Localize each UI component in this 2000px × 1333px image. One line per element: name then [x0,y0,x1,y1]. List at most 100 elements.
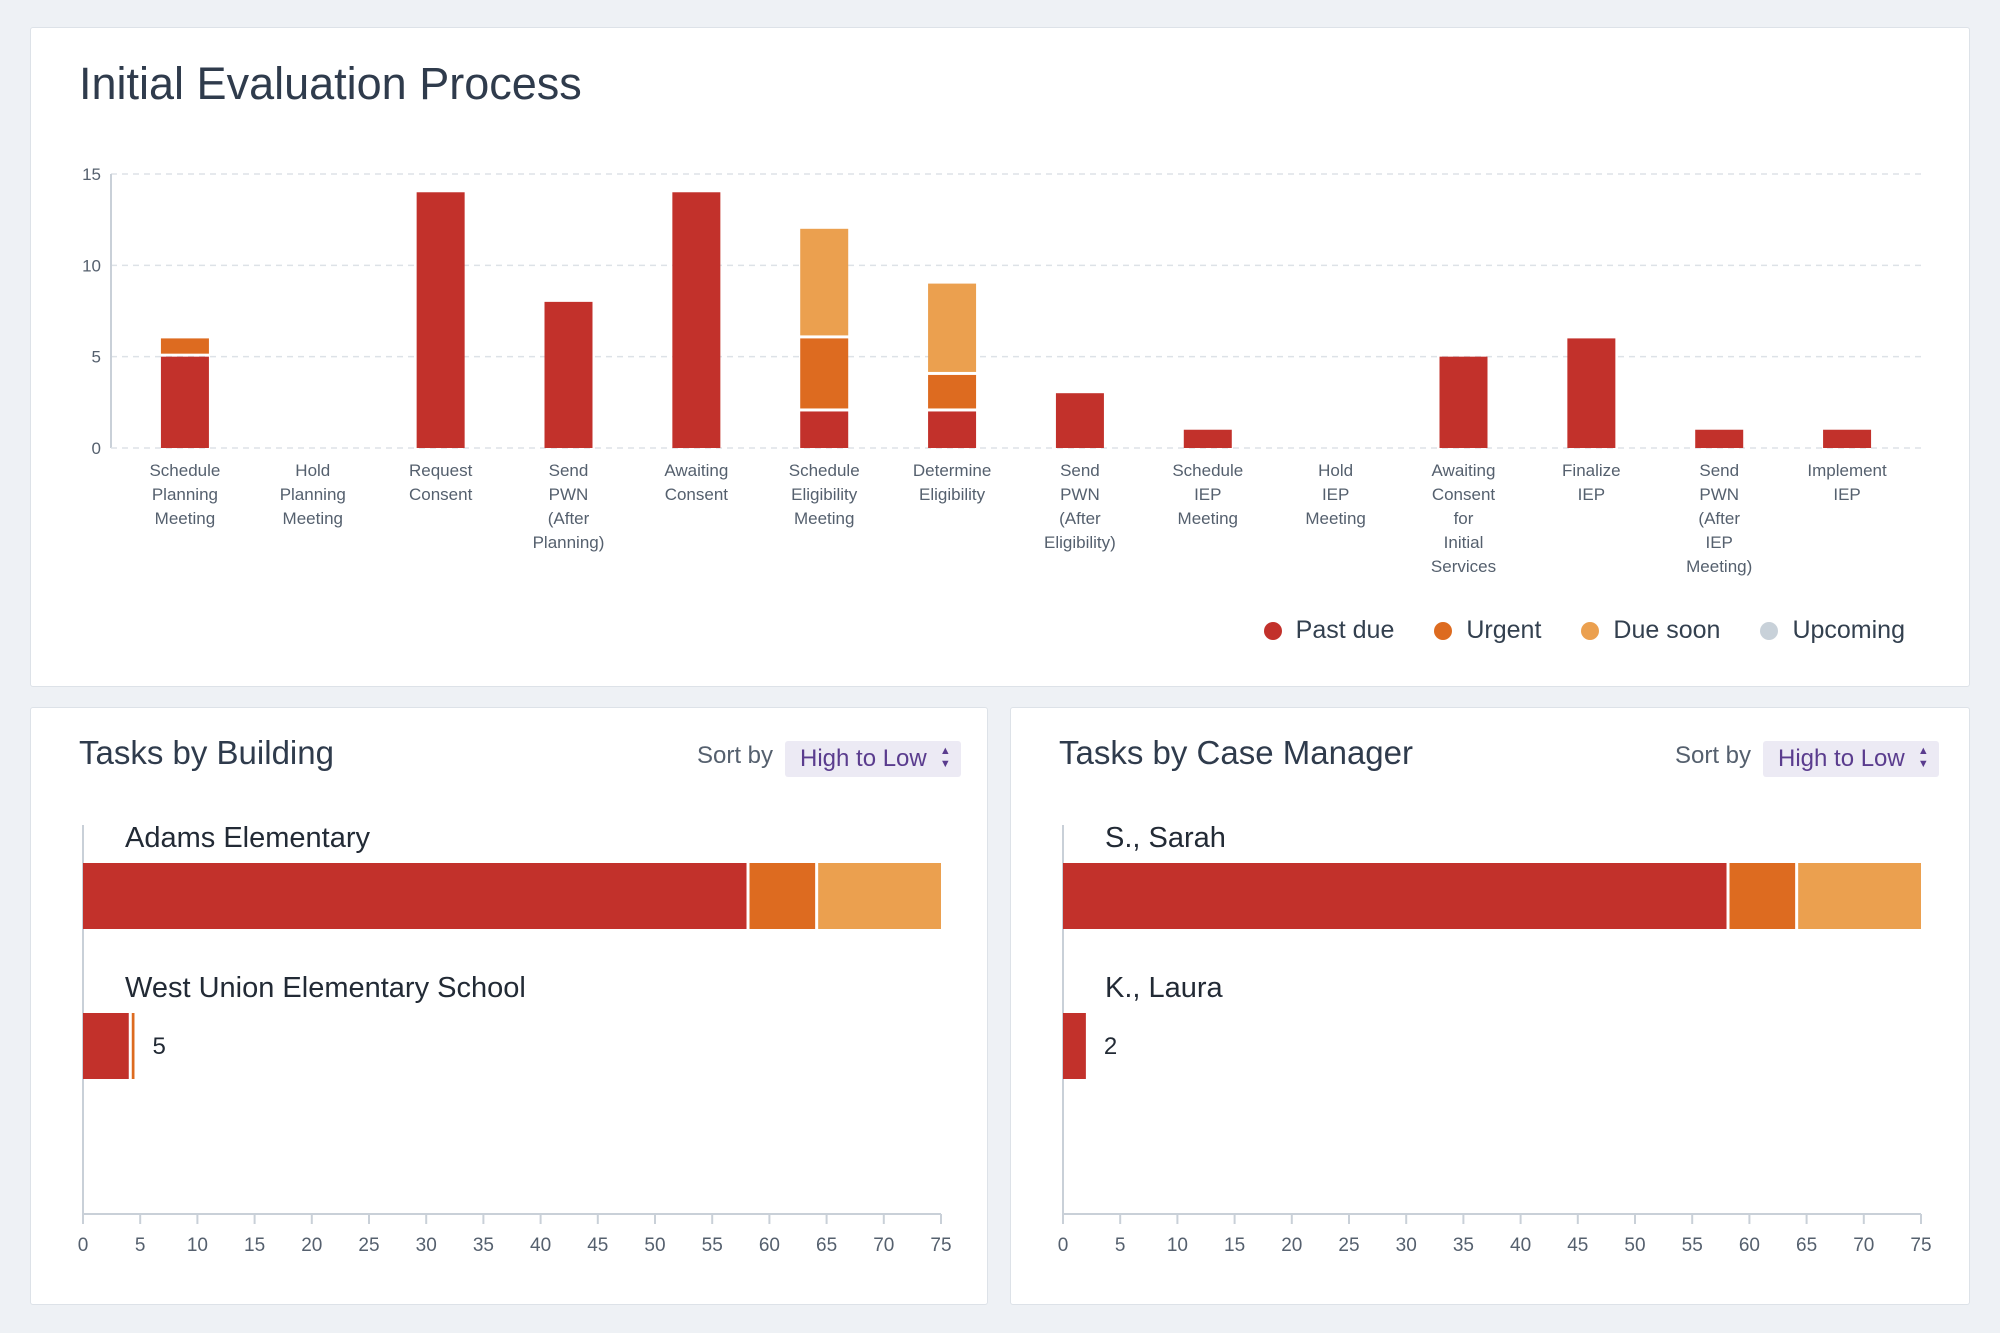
legend-label: Upcoming [1792,616,1905,644]
row-category-label: West Union Elementary School [125,972,526,1004]
x-category-label: Hold Planning Meeting [280,461,346,528]
bar-segment-past-due [1567,338,1616,448]
row-category-label: K., Laura [1105,972,1224,1004]
x-category-label: Determine Eligibility [913,461,991,504]
x-tick-label: 5 [1115,1235,1126,1256]
x-tick-label: 25 [358,1235,379,1256]
x-tick-label: 5 [135,1235,146,1256]
bar-segment-past-due [1823,429,1872,448]
case-manager-sort-select[interactable]: High to Low ▲ ▼ [1763,741,1939,777]
bar-segment-past-due [1063,863,1727,929]
x-tick-label: 20 [301,1235,322,1256]
building-panel-title: Tasks by Building [79,734,334,771]
x-tick-label: 10 [187,1235,208,1256]
y-tick-label: 10 [82,256,101,275]
evaluation-bar-chart: 0 5 10 15 Schedule Planning Meeting Hold Plannin… [82,165,1921,576]
bar-segment-past-due [1695,429,1744,448]
x-tick-label: 55 [1682,1235,1703,1256]
bar-segment-past-due [928,411,977,448]
bar-segment-past-due [83,1013,129,1079]
upcoming-dot-icon [1760,621,1779,640]
x-tick-label: 0 [1058,1235,1069,1256]
due-soon-dot-icon [1581,621,1600,640]
x-tick-label: 40 [530,1235,551,1256]
x-tick-label: 30 [416,1235,437,1256]
legend-label: Due soon [1613,616,1721,644]
chart-title: Initial Evaluation Process [79,58,582,109]
x-category-label: Send PWN (After Planning) [533,461,605,552]
x-category-label: Schedule Eligibility Meeting [789,461,860,528]
x-category-label: Send PWN (After Eligibility) [1044,461,1116,552]
x-category-label: Awaiting Consent for Initial Services [1431,461,1496,576]
bar-value-label: 2 [1104,1033,1117,1060]
x-tick-label: 60 [1739,1235,1760,1256]
x-category-label: Schedule IEP Meeting [1172,461,1243,528]
row-category-label: Adams Elementary [125,822,370,854]
legend-item-due-soon[interactable]: Due soon [1581,616,1720,645]
x-tick-label: 55 [702,1235,723,1256]
bar-segment-urgent [928,374,977,409]
sort-by-label: Sort by [697,742,774,769]
x-tick-label: 70 [1853,1235,1874,1256]
x-tick-label: 40 [1510,1235,1531,1256]
sort-by-label: Sort by [1675,742,1752,769]
x-tick-label: 35 [1453,1235,1474,1256]
bar-segment-past-due [1063,1013,1086,1079]
bar-segment-past-due [83,863,747,929]
x-tick-label: 0 [78,1235,89,1256]
bar-segment-past-due [416,192,465,448]
past-due-dot-icon [1263,621,1282,640]
legend-item-past-due[interactable]: Past due [1263,616,1395,645]
x-tick-label: 10 [1167,1235,1188,1256]
x-tick-label: 30 [1396,1235,1417,1256]
x-tick-label: 75 [930,1235,951,1256]
bar-segment-due-soon [1798,863,1921,929]
case-manager-bar-chart: 0 5 10 15 20 25 30 35 40 45 50 55 60 65 70 75 S., Sarah K… [1058,822,1932,1256]
bar-segment-past-due [1183,429,1232,448]
legend-label: Past due [1295,616,1395,644]
x-tick-label: 45 [1567,1235,1588,1256]
x-tick-label: 15 [1224,1235,1245,1256]
x-tick-label: 25 [1338,1235,1359,1256]
row-category-label: S., Sarah [1105,822,1226,854]
sort-value: High to Low [800,745,927,772]
x-category-label: Finalize IEP [1562,461,1621,504]
bar-segment-past-due [544,301,593,448]
building-bar-chart: 0 5 10 15 20 25 30 35 40 45 50 55 60 65 70 75 Adams Elem… [78,822,952,1256]
building-sort-select[interactable]: High to Low ▲ ▼ [785,741,961,777]
legend-label: Urgent [1466,616,1542,644]
bar-segment-due-soon [928,283,977,372]
x-tick-label: 70 [873,1235,894,1256]
bar-segment-urgent [800,338,849,409]
bar-segment-past-due [800,411,849,448]
x-category-label: Send PWN (After IEP Meeting) [1686,461,1752,576]
bar-segment-urgent [749,863,816,929]
x-tick-label: 75 [1910,1235,1931,1256]
bar-segment-past-due [1439,356,1488,448]
x-category-label: Hold IEP Meeting [1305,461,1365,528]
bar-segment-urgent [160,338,209,354]
x-tick-label: 15 [244,1235,265,1256]
urgent-dot-icon [1434,621,1453,640]
bar-segment-due-soon [800,228,849,336]
y-tick-label: 0 [92,439,101,458]
x-tick-label: 65 [816,1235,837,1256]
sort-value: High to Low [1778,745,1905,772]
x-category-label: Request Consent [409,461,473,504]
sort-arrows-icon: ▲ ▼ [1917,745,1929,770]
x-tick-label: 60 [759,1235,780,1256]
legend-item-urgent[interactable]: Urgent [1434,616,1541,645]
y-tick-label: 5 [92,348,101,367]
bar-segment-past-due [1055,393,1104,448]
x-tick-label: 50 [1624,1235,1645,1256]
x-tick-label: 50 [644,1235,665,1256]
legend-item-upcoming[interactable]: Upcoming [1760,616,1905,645]
x-tick-label: 65 [1796,1235,1817,1256]
x-tick-label: 20 [1281,1235,1302,1256]
chart-legend: Past due Urgent Due soon Upcoming [1263,616,1905,645]
tasks-by-building-card: Tasks by Building Sort by High to Low ▲ ▼… [30,707,988,1305]
case-manager-panel-title: Tasks by Case Manager [1059,734,1413,771]
x-category-label: Awaiting Consent [664,461,728,504]
tasks-by-case-manager-card: Tasks by Case Manager Sort by High to Lo… [1010,707,1970,1305]
bar-segment-urgent [131,1013,135,1079]
